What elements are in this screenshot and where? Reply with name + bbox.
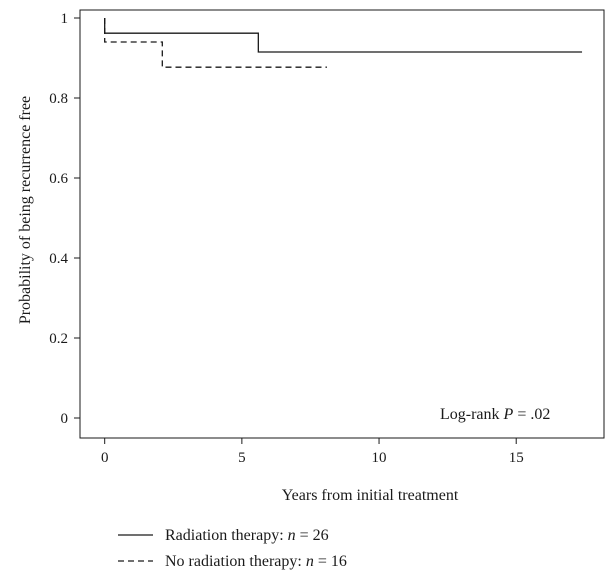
y-tick-label: 0.4: [49, 251, 68, 267]
y-axis: 0 0.2 0.4 0.6 0.8 1: [49, 11, 80, 427]
legend-label-radiation: Radiation therapy:: [165, 527, 288, 544]
legend-n-value-radiation: = 26: [300, 527, 329, 544]
x-axis-label: Years from initial treatment: [282, 487, 459, 504]
series-layer: [104, 18, 583, 68]
legend-n-value-no-radiation: = 16: [318, 553, 347, 570]
x-tick-label: 5: [238, 450, 246, 466]
legend-item-radiation: Radiation therapy: n = 26: [165, 527, 329, 544]
plot-frame: [79, 9, 605, 439]
legend-n-no-radiation: n: [306, 553, 314, 570]
y-tick-label: 0.2: [49, 331, 68, 347]
logrank-annotation: Log-rank P = .02: [440, 406, 550, 423]
x-tick-label: 10: [372, 450, 387, 466]
legend: Radiation therapy: n = 26 No radiation t…: [118, 527, 347, 570]
x-tick-label: 0: [101, 450, 109, 466]
y-tick-label: 1: [61, 11, 69, 27]
y-tick-label: 0.8: [49, 91, 68, 107]
legend-item-no-radiation: No radiation therapy: n = 16: [165, 553, 347, 570]
x-axis: 0 5 10 15: [101, 438, 524, 466]
y-axis-label: Probability of being recurrence free: [17, 96, 34, 324]
y-tick-label: 0: [61, 411, 69, 427]
p-value: = .02: [517, 406, 550, 423]
series-line-no-radiation: [104, 18, 327, 68]
series-line-radiation: [104, 18, 583, 53]
x-tick-label: 15: [509, 450, 524, 466]
legend-label-no-radiation: No radiation therapy:: [165, 553, 306, 570]
legend-n-radiation: n: [288, 527, 296, 544]
logrank-prefix: Log-rank: [440, 406, 504, 423]
p-symbol: P: [503, 406, 514, 423]
y-tick-label: 0.6: [49, 171, 68, 187]
